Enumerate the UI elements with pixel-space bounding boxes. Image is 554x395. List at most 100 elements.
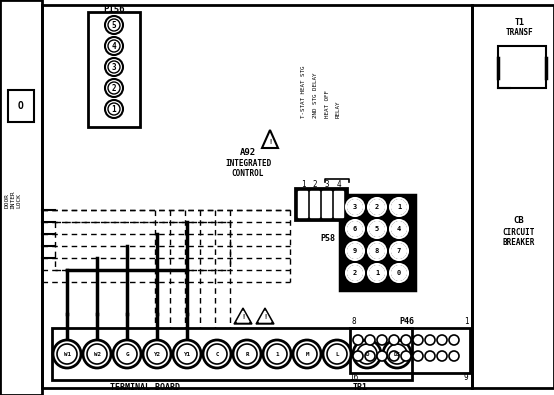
Circle shape [348, 266, 362, 280]
Circle shape [346, 220, 364, 238]
Circle shape [346, 242, 364, 260]
Circle shape [108, 19, 120, 31]
Circle shape [207, 344, 227, 364]
Text: C: C [216, 352, 219, 357]
Text: !: ! [268, 139, 272, 145]
Circle shape [237, 344, 257, 364]
Text: BREAKER: BREAKER [503, 237, 535, 246]
Circle shape [377, 335, 387, 345]
Circle shape [365, 335, 375, 345]
Text: 3: 3 [112, 62, 116, 71]
Text: W1: W1 [64, 352, 70, 357]
Circle shape [392, 244, 406, 258]
Circle shape [368, 198, 386, 216]
Circle shape [425, 351, 435, 361]
Circle shape [365, 351, 375, 361]
Circle shape [177, 344, 197, 364]
Circle shape [105, 37, 123, 55]
Circle shape [105, 16, 123, 34]
Circle shape [390, 242, 408, 260]
Circle shape [353, 340, 381, 368]
Circle shape [392, 200, 406, 214]
Circle shape [390, 198, 408, 216]
Text: 4: 4 [112, 41, 116, 51]
Circle shape [353, 335, 363, 345]
Circle shape [263, 340, 291, 368]
Circle shape [105, 79, 123, 97]
Bar [88, 12, 140, 127]
Circle shape [383, 340, 411, 368]
Text: 1: 1 [464, 318, 468, 327]
Polygon shape [262, 130, 278, 148]
Circle shape [87, 344, 107, 364]
Circle shape [83, 340, 111, 368]
Text: TRANSF: TRANSF [506, 28, 534, 36]
Circle shape [387, 344, 407, 364]
Circle shape [267, 344, 287, 364]
Text: 2: 2 [312, 179, 317, 188]
Text: P46: P46 [399, 318, 414, 327]
Circle shape [173, 340, 201, 368]
Circle shape [449, 335, 459, 345]
Text: DS: DS [393, 352, 401, 357]
Text: P58: P58 [321, 233, 336, 243]
Text: HEAT OFF: HEAT OFF [325, 90, 330, 118]
Circle shape [113, 340, 141, 368]
Text: 2: 2 [375, 204, 379, 210]
Circle shape [370, 244, 384, 258]
Text: 16: 16 [350, 374, 358, 382]
Text: CB: CB [514, 216, 525, 224]
Text: 1: 1 [301, 179, 305, 188]
Text: 4: 4 [337, 179, 341, 188]
Circle shape [348, 244, 362, 258]
Text: A92: A92 [240, 147, 256, 156]
Polygon shape [237, 311, 249, 322]
Text: 2: 2 [353, 270, 357, 276]
Text: T1: T1 [515, 17, 525, 26]
Circle shape [53, 340, 81, 368]
Circle shape [449, 351, 459, 361]
Text: 1: 1 [397, 204, 401, 210]
Bar [472, 5, 554, 388]
Bar [350, 328, 470, 373]
Circle shape [368, 220, 386, 238]
Circle shape [370, 200, 384, 214]
Circle shape [346, 198, 364, 216]
Circle shape [392, 222, 406, 236]
Bar [298, 191, 307, 217]
Polygon shape [259, 311, 271, 322]
Circle shape [413, 335, 423, 345]
Circle shape [57, 344, 77, 364]
Text: D: D [365, 352, 369, 357]
Circle shape [437, 351, 447, 361]
Circle shape [348, 222, 362, 236]
Text: CIRCUIT: CIRCUIT [503, 228, 535, 237]
Circle shape [389, 335, 399, 345]
Circle shape [353, 351, 363, 361]
Text: 2ND STG DELAY: 2ND STG DELAY [312, 73, 317, 118]
Text: !: ! [241, 314, 245, 320]
Circle shape [425, 335, 435, 345]
Circle shape [368, 264, 386, 282]
Circle shape [105, 58, 123, 76]
Text: 0: 0 [397, 270, 401, 276]
Polygon shape [256, 308, 274, 324]
Text: 1: 1 [112, 105, 116, 113]
Circle shape [108, 103, 120, 115]
Circle shape [401, 335, 411, 345]
Text: Y1: Y1 [183, 352, 191, 357]
Text: 4: 4 [397, 226, 401, 232]
Circle shape [327, 344, 347, 364]
Bar [498, 46, 546, 88]
Text: P156: P156 [103, 4, 125, 13]
Circle shape [293, 340, 321, 368]
Circle shape [390, 264, 408, 282]
Text: TB1: TB1 [352, 384, 367, 393]
Bar [8, 90, 34, 122]
Text: 3: 3 [325, 179, 329, 188]
Text: CONTROL: CONTROL [232, 169, 264, 177]
Text: DOOR
INTER
LOCK: DOOR INTER LOCK [4, 191, 21, 209]
Circle shape [392, 266, 406, 280]
Text: 5: 5 [375, 226, 379, 232]
Text: 8: 8 [352, 318, 356, 327]
